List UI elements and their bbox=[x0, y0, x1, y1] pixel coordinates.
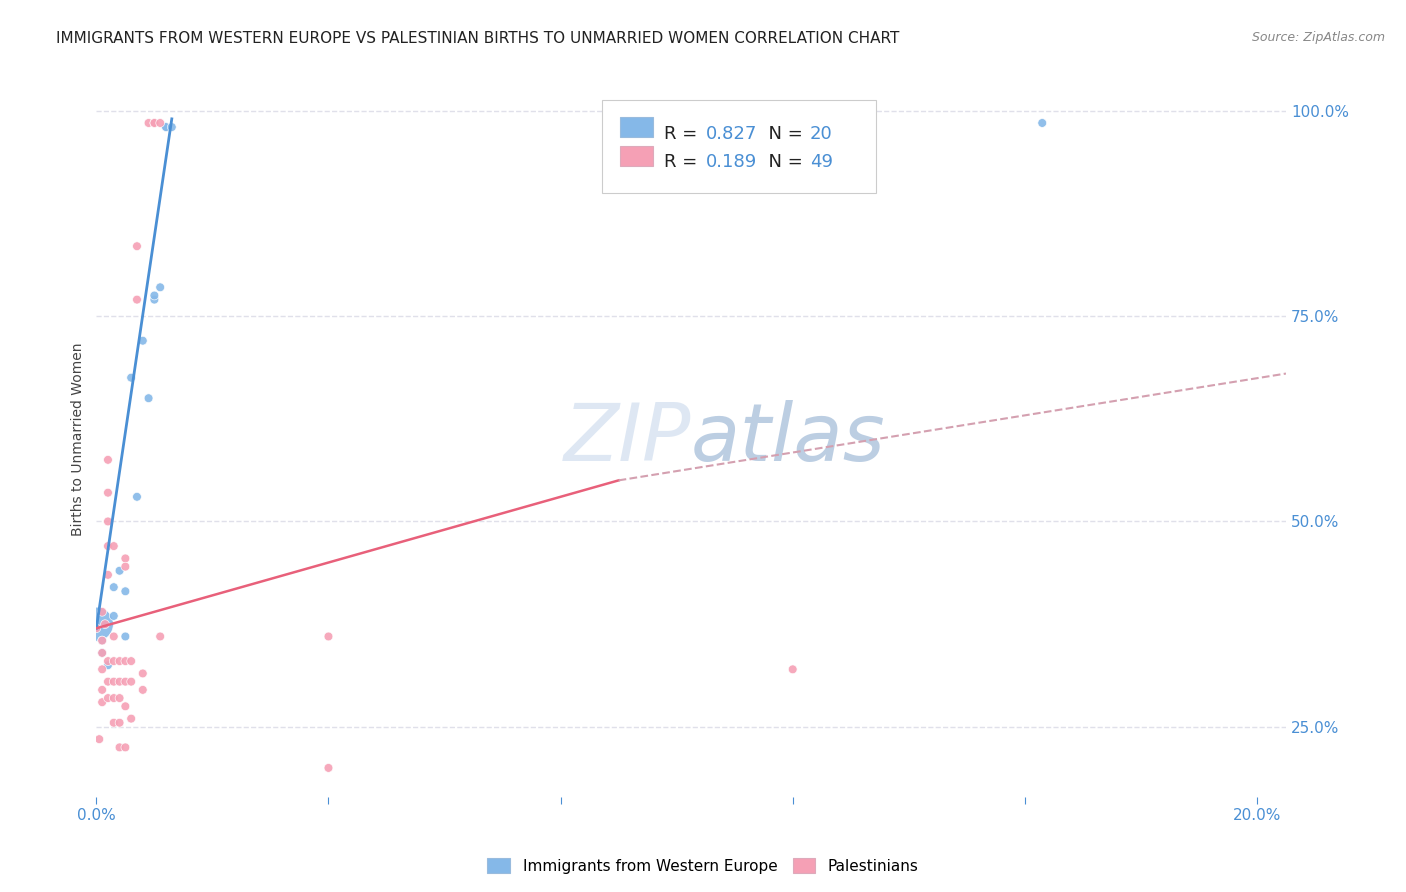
Point bbox=[103, 674, 125, 689]
Point bbox=[103, 609, 125, 624]
Point bbox=[143, 116, 166, 130]
Point bbox=[125, 239, 148, 253]
Point bbox=[97, 485, 120, 500]
Point bbox=[86, 617, 108, 632]
Point bbox=[91, 646, 114, 660]
Point bbox=[97, 453, 120, 467]
FancyBboxPatch shape bbox=[602, 100, 876, 193]
Text: 20: 20 bbox=[810, 125, 832, 143]
Point bbox=[108, 674, 131, 689]
Legend: Immigrants from Western Europe, Palestinians: Immigrants from Western Europe, Palestin… bbox=[481, 852, 925, 880]
Point bbox=[91, 695, 114, 709]
Point bbox=[108, 564, 131, 578]
Point bbox=[318, 761, 340, 775]
Point bbox=[132, 666, 155, 681]
Point bbox=[97, 658, 120, 673]
Point bbox=[86, 621, 108, 635]
Point bbox=[94, 617, 117, 632]
Text: N =: N = bbox=[756, 125, 808, 143]
Point bbox=[143, 293, 166, 307]
Point bbox=[97, 539, 120, 553]
Point bbox=[120, 674, 142, 689]
Point bbox=[103, 539, 125, 553]
Point bbox=[155, 120, 177, 134]
Point bbox=[91, 682, 114, 697]
Point bbox=[97, 654, 120, 668]
Point bbox=[91, 633, 114, 648]
Point bbox=[97, 691, 120, 706]
Point bbox=[120, 370, 142, 384]
Point bbox=[97, 567, 120, 582]
Point bbox=[108, 654, 131, 668]
Point bbox=[782, 662, 804, 676]
Point bbox=[125, 490, 148, 504]
Point bbox=[108, 691, 131, 706]
Point bbox=[103, 630, 125, 644]
Text: N =: N = bbox=[756, 153, 808, 171]
Text: atlas: atlas bbox=[692, 401, 886, 478]
Point bbox=[149, 630, 172, 644]
Text: R =: R = bbox=[664, 125, 703, 143]
Point bbox=[114, 699, 136, 714]
Bar bbox=[620, 117, 654, 137]
Point bbox=[91, 633, 114, 648]
Point bbox=[103, 580, 125, 594]
Point bbox=[91, 605, 114, 619]
Text: 0.827: 0.827 bbox=[706, 125, 756, 143]
Text: R =: R = bbox=[664, 153, 703, 171]
Point bbox=[1031, 116, 1053, 130]
Text: 49: 49 bbox=[810, 153, 834, 171]
Point bbox=[114, 740, 136, 755]
Point bbox=[132, 334, 155, 348]
Point bbox=[103, 715, 125, 730]
Point bbox=[114, 551, 136, 566]
Point bbox=[97, 674, 120, 689]
Text: IMMIGRANTS FROM WESTERN EUROPE VS PALESTINIAN BIRTHS TO UNMARRIED WOMEN CORRELAT: IMMIGRANTS FROM WESTERN EUROPE VS PALEST… bbox=[56, 31, 900, 46]
Point bbox=[103, 654, 125, 668]
Point bbox=[114, 559, 136, 574]
Point bbox=[149, 280, 172, 294]
Point bbox=[143, 288, 166, 302]
Point bbox=[91, 646, 114, 660]
Point bbox=[114, 654, 136, 668]
Point bbox=[108, 715, 131, 730]
Point bbox=[160, 120, 183, 134]
Point bbox=[125, 293, 148, 307]
Text: Source: ZipAtlas.com: Source: ZipAtlas.com bbox=[1251, 31, 1385, 45]
Point bbox=[120, 712, 142, 726]
Point bbox=[149, 116, 172, 130]
Bar bbox=[620, 145, 654, 166]
Point bbox=[103, 691, 125, 706]
Point bbox=[91, 662, 114, 676]
Point bbox=[108, 740, 131, 755]
Point bbox=[138, 116, 160, 130]
Text: ZIP: ZIP bbox=[564, 401, 692, 478]
Point bbox=[138, 391, 160, 405]
Point bbox=[114, 674, 136, 689]
Text: 0.189: 0.189 bbox=[706, 153, 756, 171]
Point bbox=[89, 732, 111, 747]
Point bbox=[120, 654, 142, 668]
Y-axis label: Births to Unmarried Women: Births to Unmarried Women bbox=[72, 343, 86, 536]
Point bbox=[318, 630, 340, 644]
Point bbox=[318, 797, 340, 812]
Point bbox=[143, 116, 166, 130]
Point bbox=[114, 630, 136, 644]
Point bbox=[132, 682, 155, 697]
Point bbox=[155, 120, 177, 134]
Point bbox=[114, 584, 136, 599]
Point bbox=[97, 515, 120, 529]
